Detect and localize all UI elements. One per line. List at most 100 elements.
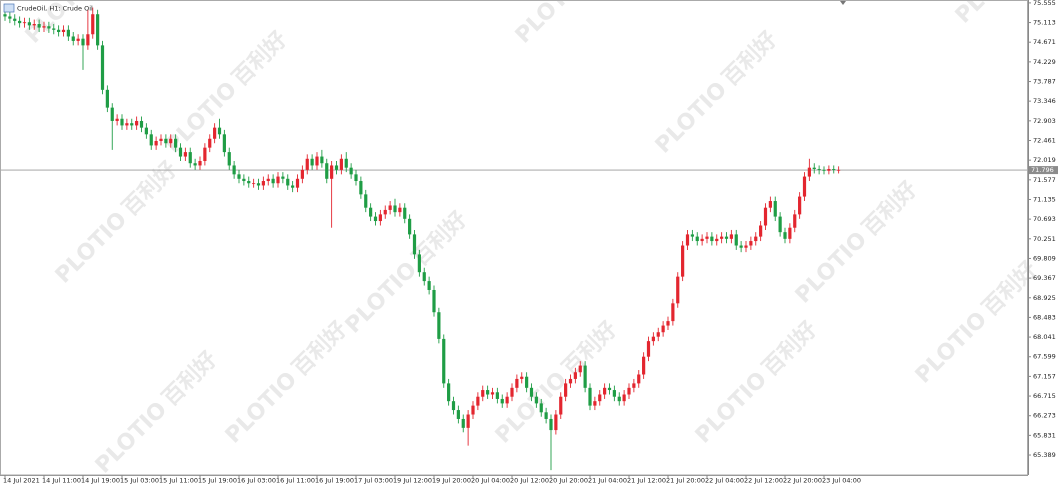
- candle-body: [486, 390, 490, 395]
- candle-body: [354, 174, 358, 182]
- candle-body: [247, 181, 251, 184]
- candle-body: [57, 29, 61, 33]
- candle-body: [603, 387, 607, 395]
- candle-body: [86, 34, 90, 46]
- candle-body: [534, 396, 538, 404]
- candle-body: [47, 26, 51, 29]
- candle-body: [549, 418, 553, 431]
- candle-body: [437, 312, 441, 339]
- candle-body: [71, 36, 75, 41]
- candle-body: [617, 396, 621, 402]
- candle-body: [300, 169, 304, 179]
- candle-body: [715, 238, 719, 242]
- candle-body: [798, 196, 802, 215]
- x-tick-label: 22 Jul 20:00: [783, 477, 822, 485]
- y-tick-label: 67.157: [1033, 372, 1056, 380]
- candle-body: [456, 410, 460, 419]
- candle-body: [447, 383, 451, 402]
- candle-body: [593, 401, 597, 406]
- y-tick-label: 68.483: [1033, 313, 1056, 321]
- x-tick-label: 15 Jul 19:00: [198, 477, 237, 485]
- candle-body: [476, 396, 480, 406]
- candle-body: [788, 227, 792, 239]
- y-tick-label: 73.787: [1033, 78, 1056, 86]
- candle-body: [144, 127, 148, 135]
- candle-body: [110, 107, 114, 121]
- candle-body: [373, 216, 378, 222]
- candle-body: [13, 18, 17, 21]
- candle-body: [22, 22, 27, 24]
- x-tick-label: 20 Jul 12:00: [510, 477, 549, 485]
- candle-body: [529, 387, 534, 397]
- candle-body: [832, 169, 836, 170]
- x-tick-label: 20 Jul 04:00: [471, 477, 510, 485]
- candle-body: [164, 138, 168, 144]
- candle-body: [188, 152, 192, 164]
- candle-body: [398, 207, 402, 213]
- candle-body: [583, 365, 587, 388]
- candle-body: [339, 158, 343, 170]
- candle-body: [408, 218, 412, 235]
- candle-body: [807, 167, 811, 177]
- candle-body: [227, 152, 231, 166]
- x-tick-label: 14 Jul 19:00: [81, 477, 120, 485]
- candle-body: [793, 214, 797, 228]
- y-tick-label: 74.671: [1033, 38, 1056, 46]
- shift-marker: [840, 1, 846, 5]
- candle-body: [403, 207, 407, 219]
- y-tick-label: 65.831: [1033, 431, 1056, 439]
- candle-body: [822, 169, 826, 171]
- candle-body: [349, 167, 353, 175]
- candle-body: [490, 392, 495, 395]
- y-tick-label: 75.113: [1033, 19, 1056, 27]
- candle-body: [100, 45, 105, 90]
- candle-body: [710, 236, 714, 242]
- candle-body: [442, 338, 446, 384]
- candle-body: [763, 207, 768, 226]
- candle-body: [261, 181, 265, 186]
- candle-body: [759, 225, 763, 237]
- candle-body: [598, 394, 602, 402]
- candle-body: [32, 24, 36, 26]
- y-tick-label: 69.367: [1033, 274, 1056, 282]
- candle-body: [237, 174, 241, 179]
- y-tick-label: 70.251: [1033, 235, 1056, 243]
- candle-body: [320, 156, 324, 164]
- candle-body: [427, 281, 431, 290]
- candle-body: [837, 169, 841, 171]
- candle-body: [637, 374, 641, 384]
- candle-body: [607, 387, 612, 391]
- candle-body: [817, 169, 821, 170]
- candle-body: [125, 123, 129, 126]
- candle-body: [174, 138, 178, 148]
- candle-body: [139, 120, 144, 128]
- y-tick-label: 66.715: [1033, 392, 1056, 400]
- candle-body: [315, 156, 319, 166]
- chart-icon: [3, 3, 15, 13]
- candle-body: [671, 303, 675, 322]
- candle-body: [622, 394, 626, 402]
- candle-body: [286, 178, 290, 186]
- x-tick-label: 22 Jul 04:00: [705, 477, 744, 485]
- candle-body: [749, 241, 753, 246]
- candle-body: [344, 158, 348, 168]
- candle-body: [91, 14, 95, 35]
- candle-body: [724, 236, 729, 239]
- candle-body: [76, 38, 80, 41]
- candle-body: [393, 205, 397, 213]
- candle-body: [3, 14, 7, 17]
- candle-body: [383, 209, 387, 215]
- candle-body: [266, 178, 270, 182]
- candle-body: [217, 127, 222, 135]
- candle-body: [198, 161, 202, 166]
- candle-body: [37, 24, 41, 28]
- x-tick-label: 23 Jul 04:00: [822, 477, 861, 485]
- candle-body: [252, 183, 256, 185]
- candle-body: [52, 28, 56, 30]
- y-tick-label: 73.346: [1033, 97, 1056, 105]
- candle-body: [695, 236, 699, 242]
- candle-body: [115, 118, 119, 121]
- candle-body: [388, 205, 392, 210]
- candle-body: [154, 140, 158, 146]
